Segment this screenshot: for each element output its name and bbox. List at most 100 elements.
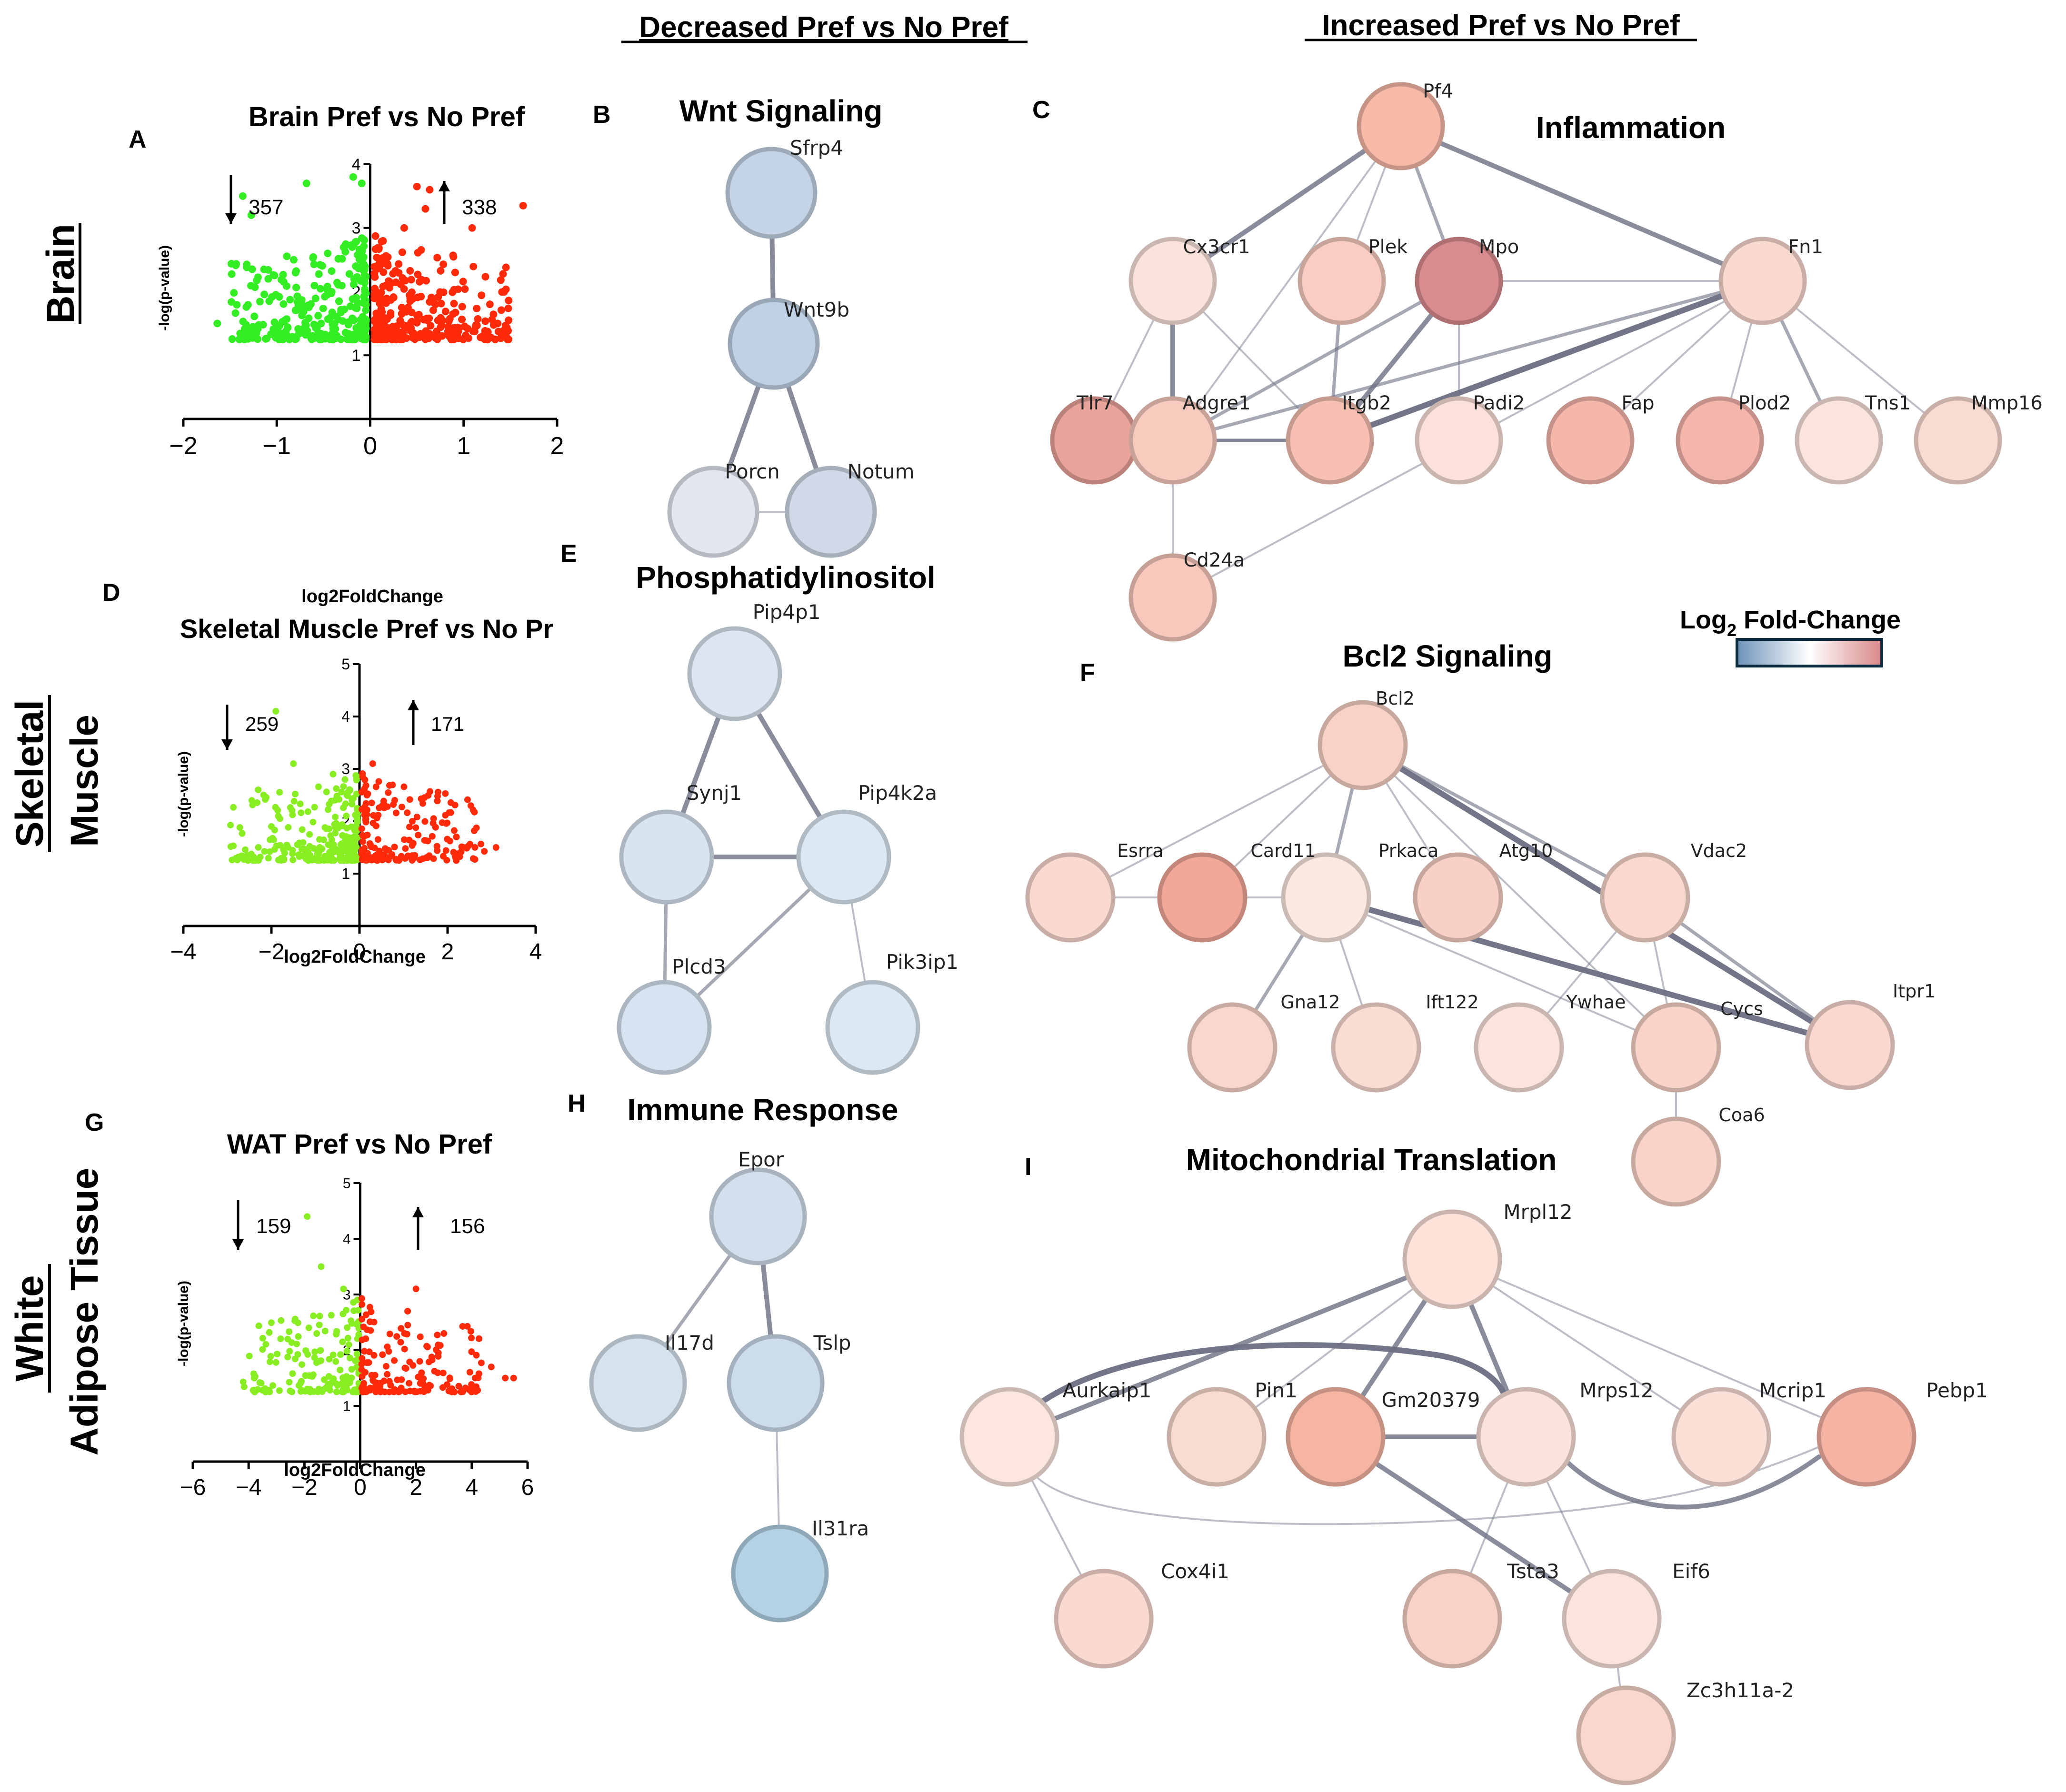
network-title: Wnt Signaling bbox=[679, 94, 883, 128]
y-tick-label: 1 bbox=[352, 347, 361, 365]
data-point-down bbox=[301, 846, 308, 853]
network-node bbox=[1167, 1387, 1267, 1487]
data-point-up bbox=[505, 316, 513, 324]
network-edge bbox=[1451, 1258, 1867, 1438]
data-point-down bbox=[298, 1361, 305, 1368]
data-point-down bbox=[286, 1379, 293, 1386]
data-point-down bbox=[266, 1329, 273, 1336]
network-node bbox=[1402, 1209, 1502, 1309]
data-point-down bbox=[239, 192, 247, 200]
data-point-up bbox=[368, 1372, 375, 1379]
data-point-up bbox=[401, 836, 408, 843]
network-node-label: Pin1 bbox=[1255, 1379, 1297, 1402]
data-point-up bbox=[455, 324, 463, 332]
data-point-up bbox=[366, 840, 373, 847]
data-point-up bbox=[502, 1374, 509, 1382]
up-count-label: 156 bbox=[450, 1215, 485, 1238]
data-point-up bbox=[406, 267, 414, 275]
data-point-down bbox=[362, 289, 370, 298]
x-tick-label: −4 bbox=[170, 939, 197, 965]
network-node bbox=[1676, 396, 1764, 485]
data-point-down bbox=[334, 1382, 341, 1389]
data-point-down bbox=[329, 1351, 337, 1358]
data-point-up bbox=[471, 808, 478, 816]
data-point-down bbox=[298, 1378, 305, 1385]
data-point-up bbox=[398, 304, 406, 312]
data-point-down bbox=[362, 306, 370, 314]
network-node-label: Fn1 bbox=[1788, 236, 1823, 258]
data-point-up bbox=[363, 1326, 370, 1333]
data-point-down bbox=[234, 856, 241, 864]
x-tick-label: −2 bbox=[259, 939, 285, 965]
data-point-up bbox=[379, 237, 387, 245]
data-point-up bbox=[414, 270, 422, 279]
data-point-down bbox=[339, 822, 346, 829]
data-point-down bbox=[256, 1379, 263, 1386]
data-point-down bbox=[353, 1350, 360, 1357]
network-node bbox=[667, 466, 759, 558]
network-node-label: Adgre1 bbox=[1182, 392, 1250, 414]
data-point-up bbox=[385, 1348, 392, 1355]
y-tick-label: 4 bbox=[341, 708, 350, 725]
data-point-down bbox=[333, 1331, 340, 1338]
volcano-plot-muscle: Skeletal Muscle Pref vs No Pr−4 −2 0 2 41234… bbox=[170, 614, 554, 967]
row-label-muscle-line2: Muscle bbox=[63, 715, 106, 847]
data-point-up bbox=[363, 811, 370, 818]
x-tick-label: 0 bbox=[354, 1475, 367, 1500]
data-point-up bbox=[475, 1370, 482, 1377]
legend-color-bar bbox=[1736, 638, 1883, 667]
y-tick-label: 4 bbox=[352, 156, 361, 174]
data-point-up bbox=[489, 310, 498, 319]
network-node bbox=[1631, 1002, 1721, 1093]
data-point-up bbox=[404, 1322, 411, 1329]
x-tick-label: −2 bbox=[291, 1475, 318, 1500]
data-point-up bbox=[481, 327, 489, 335]
data-point-up bbox=[370, 1352, 378, 1359]
data-point-up bbox=[478, 1359, 485, 1366]
data-point-down bbox=[338, 788, 345, 796]
data-point-down bbox=[268, 1319, 275, 1326]
data-point-up bbox=[409, 329, 418, 337]
data-point-down bbox=[341, 776, 349, 783]
data-point-down bbox=[315, 783, 322, 790]
data-point-up bbox=[468, 1348, 475, 1355]
data-point-up bbox=[407, 319, 415, 327]
data-point-up bbox=[434, 1332, 441, 1339]
data-point-down bbox=[329, 320, 337, 329]
network-wnt-signaling: Wnt Signaling Sfrp4 Wnt9b Porcn Notum bbox=[667, 94, 915, 558]
data-point-up bbox=[386, 1378, 393, 1385]
data-point-down bbox=[318, 1263, 325, 1270]
network-node-label: Pik3ip1 bbox=[886, 950, 958, 974]
data-point-down bbox=[268, 293, 276, 301]
data-point-down bbox=[252, 857, 259, 864]
data-point-down bbox=[260, 265, 268, 273]
data-point-down bbox=[344, 1334, 351, 1342]
data-point-down bbox=[235, 335, 243, 343]
data-point-up bbox=[363, 1359, 370, 1366]
data-point-down bbox=[360, 236, 368, 244]
data-point-up bbox=[391, 1357, 398, 1364]
data-point-up bbox=[395, 260, 403, 268]
data-point-down bbox=[309, 1388, 316, 1395]
network-edge bbox=[1170, 124, 1403, 283]
data-point-down bbox=[293, 1340, 300, 1347]
network-node-label: Atg10 bbox=[1499, 840, 1553, 861]
data-point-down bbox=[271, 846, 278, 853]
data-point-down bbox=[309, 818, 317, 826]
network-edge bbox=[1361, 743, 1647, 899]
x-tick-label: 1 bbox=[457, 432, 470, 460]
x-axis-label: log2FoldChange bbox=[284, 1460, 426, 1480]
data-point-down bbox=[340, 1285, 347, 1293]
down-arrow-icon-head bbox=[232, 1239, 244, 1250]
data-point-down bbox=[315, 851, 322, 858]
data-point-down bbox=[289, 856, 297, 864]
data-point-down bbox=[263, 794, 270, 801]
data-point-down bbox=[327, 832, 334, 839]
x-tick-label: 2 bbox=[441, 939, 454, 965]
network-node bbox=[959, 1387, 1059, 1487]
network-edge bbox=[1171, 279, 1461, 442]
data-point-down bbox=[264, 275, 272, 283]
data-point-down bbox=[317, 1347, 324, 1354]
data-point-up bbox=[458, 843, 465, 850]
data-point-down bbox=[327, 1387, 334, 1394]
